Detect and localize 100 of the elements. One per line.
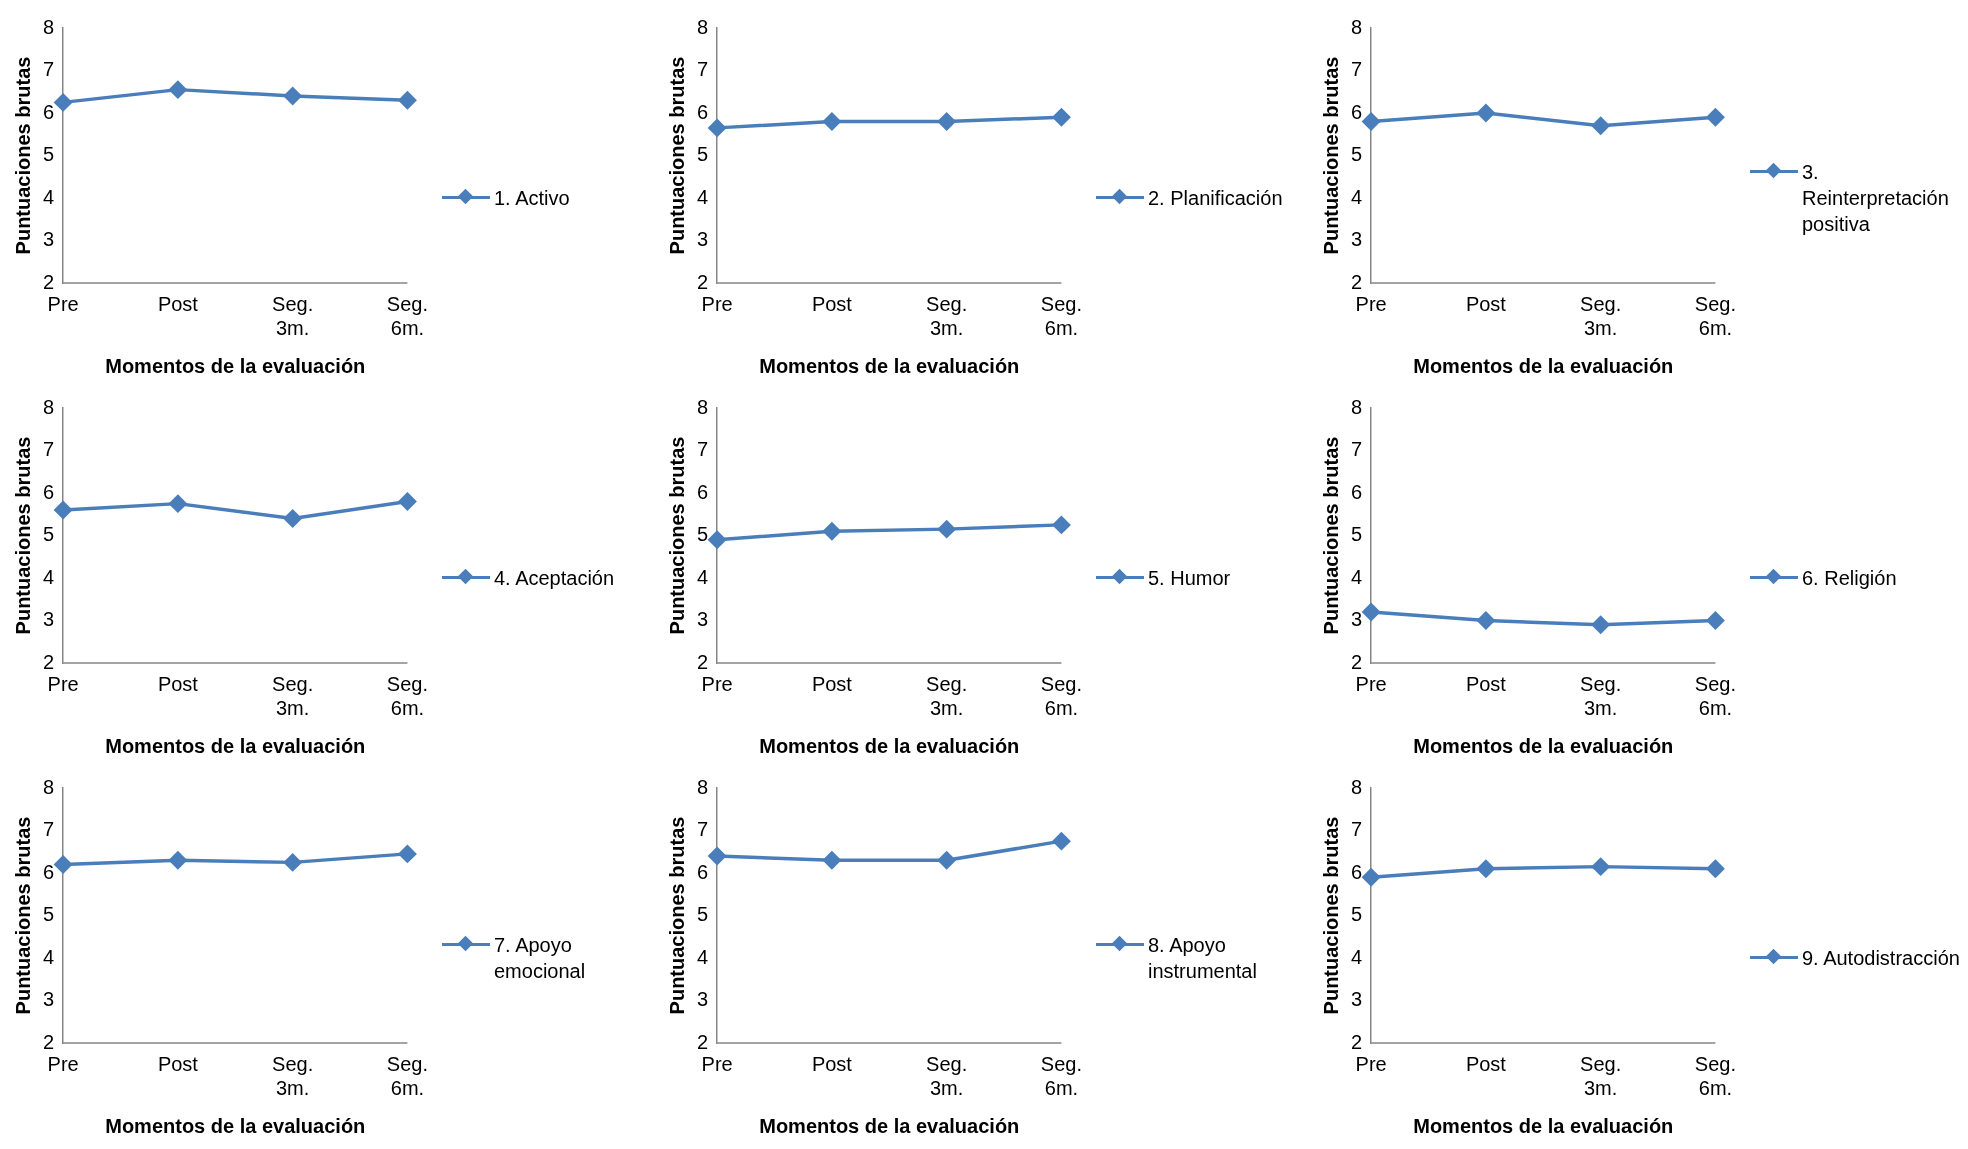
legend-label: 6. Religión [1802,566,1897,591]
y-axis-title: Puntuaciones brutas [1319,436,1342,635]
y-tick-label: 6 [43,480,55,503]
point [1477,104,1495,122]
point [1706,860,1725,878]
x-axis-title: Momentos de la evaluación [1413,354,1674,377]
y-tick-label: 4 [1351,565,1363,588]
x-tick-label: Seg. 3m. [926,1052,968,1099]
y-tick-label: 4 [697,565,709,588]
point [398,91,417,109]
y-tick-label: 3 [1351,228,1363,251]
x-tick-label: Seg. 3m. [272,672,314,719]
point [54,93,72,112]
x-tick-label: Post [157,292,199,315]
x-tick-label: Seg. 6m. [1040,672,1083,719]
x-tick-label: Seg. 6m. [386,1052,429,1099]
y-tick-label: 8 [43,15,55,38]
y-tick-label: 4 [697,945,709,968]
legend-label: 2. Planificación [1148,186,1283,211]
y-tick-label: 2 [1351,650,1363,673]
point [708,847,726,865]
y-tick-label: 8 [1351,15,1363,38]
point [398,845,417,863]
y-tick-label: 6 [1351,860,1363,883]
y-tick-label: 6 [697,480,709,503]
y-tick-label: 3 [697,988,709,1011]
y-tick-label: 8 [697,15,709,38]
x-tick-label: Seg. 6m. [1694,672,1737,719]
point [937,851,956,869]
y-tick-label: 7 [1351,438,1363,461]
legend-label: 9. Autodistracción [1802,946,1960,971]
x-tick-label: Pre [701,1052,733,1075]
y-tick-label: 6 [1351,480,1363,503]
point [1477,611,1495,630]
point [54,501,72,519]
x-tick-label: Post [157,672,199,695]
y-tick-label: 2 [43,650,55,673]
y-tick-label: 3 [43,228,55,251]
y-tick-label: 4 [697,185,709,208]
x-tick-label: Post [1465,292,1507,315]
y-tick-label: 7 [1351,58,1363,81]
point [283,509,302,528]
y-tick-label: 6 [697,100,709,123]
y-tick-label: 8 [697,775,709,798]
y-tick-label: 7 [43,438,55,461]
point [1591,857,1610,876]
y-tick-label: 5 [697,143,709,166]
y-tick-label: 2 [697,650,709,673]
y-tick-label: 3 [43,608,55,631]
point [169,494,187,513]
x-axis-title: Momentos de la evaluación [105,734,366,757]
y-axis-title: Puntuaciones brutas [665,816,688,1015]
x-tick-label: Pre [701,672,733,695]
x-tick-label: Seg. 3m. [1580,292,1622,339]
x-tick-label: Post [811,1052,853,1075]
x-tick-label: Seg. 6m. [386,672,429,719]
point [1591,117,1610,135]
y-tick-label: 3 [697,608,709,631]
y-tick-label: 8 [43,395,55,418]
x-axis-title: Momentos de la evaluación [1413,1114,1674,1137]
x-tick-label: Seg. 6m. [1694,292,1737,339]
y-axis-title: Puntuaciones brutas [1319,56,1342,255]
y-tick-label: 3 [43,988,55,1011]
legend-label: 7. Apoyo emocional [494,933,587,984]
x-tick-label: Seg. 3m. [272,292,314,339]
x-tick-label: Post [811,292,853,315]
y-tick-label: 3 [697,228,709,251]
y-tick-label: 2 [697,1030,709,1053]
y-tick-label: 6 [697,860,709,883]
point [708,531,726,549]
point [54,855,72,874]
x-tick-label: Pre [47,672,79,695]
y-tick-label: 5 [1351,143,1363,166]
y-tick-label: 8 [1351,775,1363,798]
x-tick-label: Seg. 3m. [1580,672,1622,719]
y-tick-label: 4 [43,565,55,588]
point [283,87,302,105]
x-tick-label: Seg. 3m. [1580,1052,1622,1099]
point [1706,108,1725,126]
x-tick-label: Seg. 3m. [926,292,968,339]
y-axis-title: Puntuaciones brutas [1319,816,1342,1015]
y-tick-label: 5 [43,523,55,546]
x-tick-label: Seg. 3m. [272,1052,314,1099]
y-tick-label: 2 [1351,270,1363,293]
y-axis-title: Puntuaciones brutas [665,436,688,635]
y-tick-label: 2 [697,270,709,293]
y-axis-title: Puntuaciones brutas [11,56,34,255]
y-tick-label: 4 [1351,185,1363,208]
point [1706,611,1725,630]
y-tick-label: 2 [43,1030,55,1053]
y-tick-label: 2 [1351,1030,1363,1053]
x-tick-label: Seg. 6m. [1040,1052,1083,1099]
point [937,520,956,538]
point [169,851,187,869]
point [398,492,417,511]
point [1362,868,1380,886]
x-tick-label: Post [157,1052,199,1075]
x-tick-label: Pre [1355,292,1387,315]
y-tick-label: 8 [43,775,55,798]
x-tick-label: Post [1465,1052,1507,1075]
